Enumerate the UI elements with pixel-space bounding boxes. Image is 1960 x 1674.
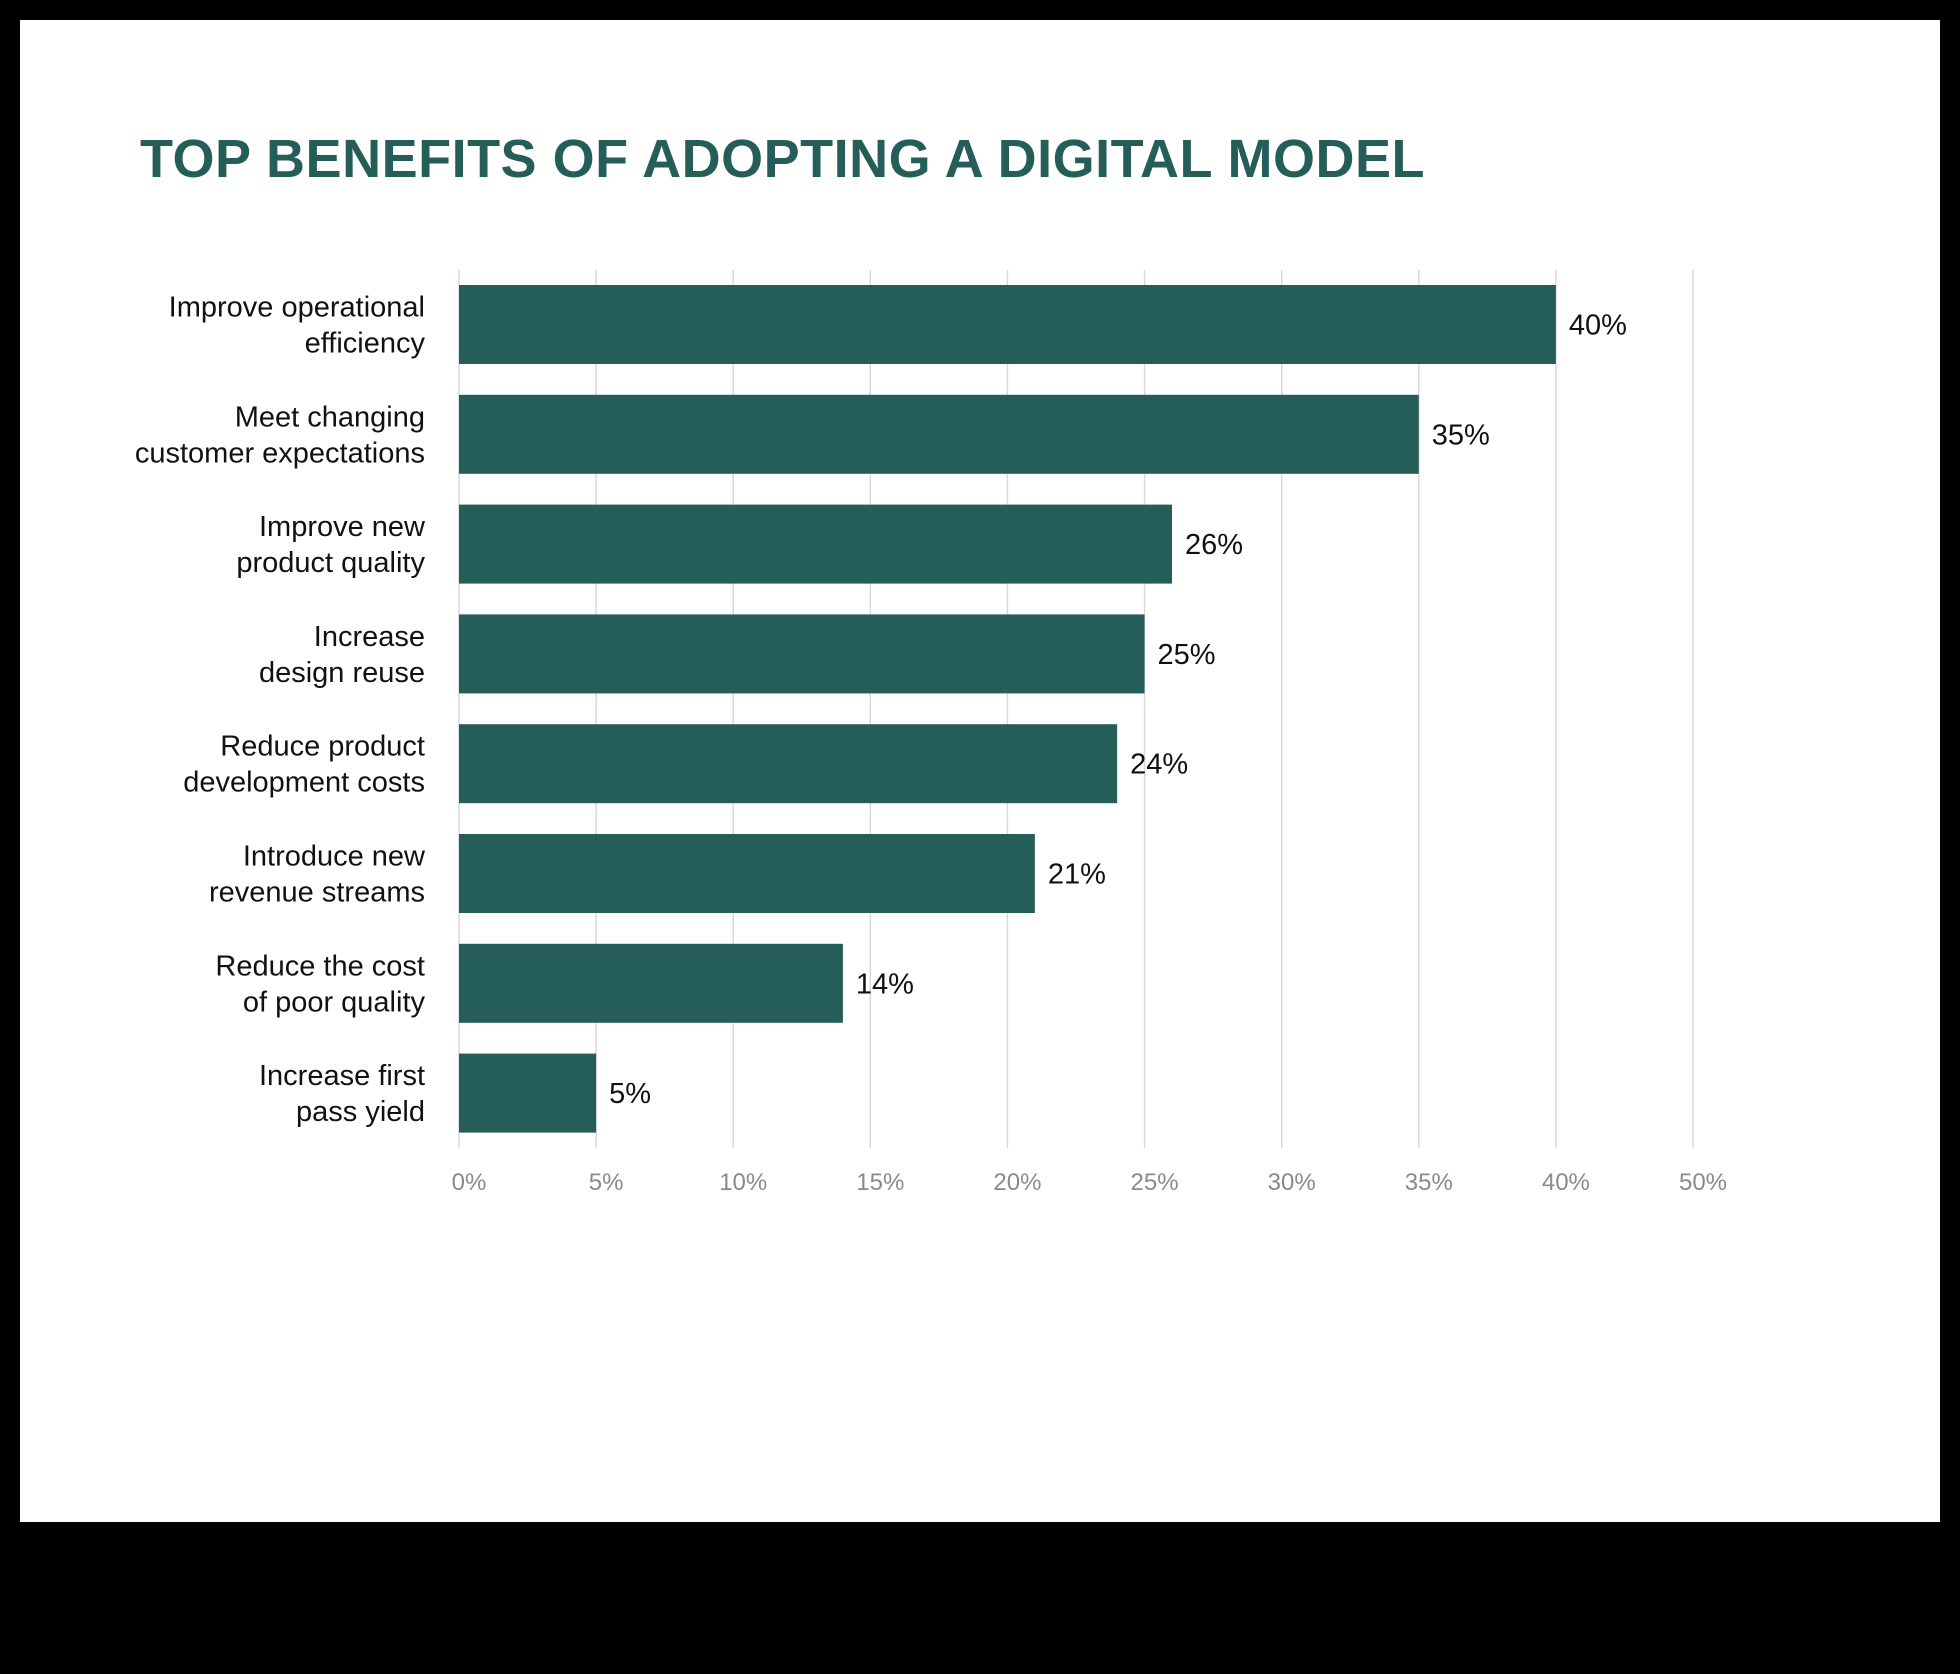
- x-tick-label: 25%: [1131, 1169, 1179, 1196]
- value-label: 25%: [1158, 639, 1216, 671]
- x-tick-label: 40%: [1542, 1169, 1590, 1196]
- x-tick-label: 30%: [1268, 1169, 1316, 1196]
- x-tick-label: 35%: [1405, 1169, 1453, 1196]
- value-label: 21%: [1048, 859, 1106, 891]
- category-label: development costs: [183, 767, 425, 799]
- bar: [459, 394, 1419, 474]
- x-tick-label: 20%: [993, 1169, 1041, 1196]
- x-tick-label: 5%: [589, 1169, 624, 1196]
- bar: [459, 614, 1145, 694]
- bar: [459, 285, 1556, 364]
- category-label: pass yield: [296, 1096, 425, 1128]
- value-label: 26%: [1185, 529, 1243, 561]
- category-label: revenue streams: [209, 877, 425, 909]
- category-label: design reuse: [259, 657, 425, 689]
- category-label: Meet changing: [235, 401, 425, 433]
- x-tick-label: 50%: [1679, 1169, 1727, 1196]
- category-label: product quality: [236, 547, 425, 579]
- category-label: Increase: [314, 621, 425, 653]
- category-label: Improve new: [259, 511, 426, 543]
- category-label: customer expectations: [135, 437, 425, 469]
- value-label: 40%: [1569, 310, 1627, 342]
- bar: [459, 943, 843, 1023]
- bar: [459, 1053, 597, 1133]
- x-tick-label: 15%: [856, 1169, 904, 1196]
- category-label: of poor quality: [243, 986, 426, 1018]
- chart-title: TOP BENEFITS OF ADOPTING A DIGITAL MODEL: [140, 129, 1426, 189]
- category-label: efficiency: [305, 328, 426, 360]
- x-tick-label: 0%: [452, 1169, 487, 1196]
- category-label: Reduce the cost: [215, 950, 425, 982]
- x-tick-label: 10%: [719, 1169, 767, 1196]
- bar: [459, 834, 1035, 913]
- category-label: Improve operational: [169, 292, 425, 324]
- value-label: 14%: [856, 968, 914, 1000]
- category-label: Reduce product: [220, 731, 425, 763]
- category-label: Introduce new: [243, 841, 426, 873]
- value-label: 5%: [609, 1078, 651, 1110]
- value-label: 35%: [1432, 419, 1490, 451]
- value-label: 24%: [1130, 749, 1188, 781]
- category-label: Increase first: [259, 1060, 425, 1092]
- bar: [459, 724, 1118, 804]
- bar: [459, 504, 1172, 584]
